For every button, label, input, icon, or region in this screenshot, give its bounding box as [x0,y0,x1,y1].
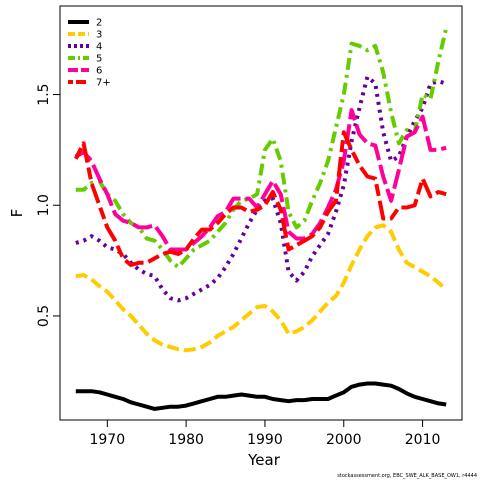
x-tick-label: 2010 [405,432,441,448]
legend-label: 4 [96,42,102,53]
legend-label: 6 [96,66,102,77]
x-tick-label: 1990 [247,432,283,448]
series-line-4 [75,74,447,303]
legend-label: 2 [96,18,102,29]
legend-label: 5 [96,54,102,65]
x-tick-label: 1980 [168,432,204,448]
x-tick-label: 1970 [89,432,125,448]
series-line-7plus [74,130,447,267]
series-line-3 [75,223,448,353]
y-tick-label: 0.5 [36,305,52,327]
plot-frame [59,5,463,421]
x-tick-label: 2000 [326,432,362,448]
legend-label: 3 [96,30,102,41]
y-tick-label: 1.5 [36,83,52,105]
legend-label: 7+ [96,78,111,89]
y-axis-title: F [8,209,26,218]
series-line-2 [75,381,447,411]
series-line-6 [74,108,447,252]
y-tick-label: 1.0 [36,194,52,216]
y-axis: 0.5 1.0 1.5 [36,83,61,327]
x-axis-title: Year [247,451,281,469]
x-axis: 1970 1980 1990 2000 2010 [89,419,441,448]
footer-note: stockassessment.org, EBC_SWE_ALK_BASE_OW… [337,473,477,479]
series-layer [74,27,449,411]
